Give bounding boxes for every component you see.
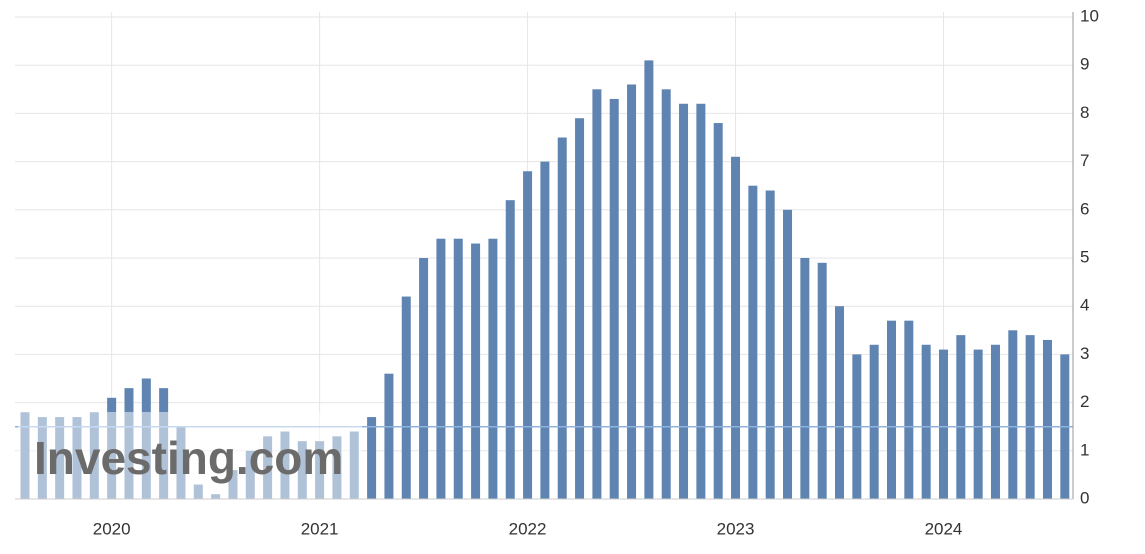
y-tick-label: 5 — [1080, 247, 1089, 266]
bar — [1008, 330, 1018, 499]
bar — [1042, 339, 1052, 499]
bar — [523, 171, 533, 500]
bar — [384, 373, 394, 499]
y-tick-label: 2 — [1080, 392, 1089, 411]
y-tick-label: 4 — [1080, 296, 1089, 315]
y-tick-label: 8 — [1080, 103, 1089, 122]
bar — [436, 238, 446, 499]
watermark-veil — [18, 412, 362, 499]
bar — [609, 98, 619, 499]
bar — [990, 344, 1000, 499]
bar — [748, 185, 758, 499]
bar — [887, 320, 896, 499]
bar — [817, 262, 827, 499]
bar — [869, 344, 879, 499]
watermark: Investing.com — [34, 432, 343, 484]
bar — [783, 209, 793, 500]
y-tick-label: 0 — [1080, 488, 1089, 507]
bar — [367, 417, 377, 499]
x-tick-label: 2022 — [509, 519, 547, 538]
x-tick-label: 2020 — [93, 519, 131, 538]
bar — [540, 161, 550, 499]
y-tick-label: 7 — [1080, 151, 1089, 170]
bar — [921, 344, 931, 499]
bar — [627, 84, 637, 499]
y-tick-label: 3 — [1080, 344, 1089, 363]
bar — [973, 349, 983, 499]
y-tick-label: 9 — [1080, 55, 1089, 74]
bar — [592, 89, 602, 500]
bar — [505, 200, 515, 499]
x-tick-label: 2024 — [925, 519, 963, 538]
bar — [956, 335, 966, 499]
bar — [419, 258, 429, 499]
bar — [557, 137, 567, 499]
bar — [453, 238, 463, 499]
y-tick-label: 6 — [1080, 199, 1089, 218]
bar — [800, 258, 810, 499]
bar — [835, 306, 845, 499]
bar — [679, 103, 689, 499]
bar — [938, 349, 948, 499]
bar — [904, 320, 914, 499]
bar — [713, 123, 723, 499]
bar — [696, 103, 706, 499]
bar — [644, 60, 654, 499]
bar — [765, 190, 775, 499]
bar — [661, 89, 671, 500]
x-tick-label: 2021 — [301, 519, 339, 538]
bar — [471, 243, 481, 499]
bar — [488, 238, 498, 499]
y-tick-label: 1 — [1080, 440, 1089, 459]
bar — [1025, 335, 1035, 499]
y-tick-label: 10 — [1080, 6, 1099, 25]
bar — [401, 296, 411, 499]
bar — [731, 156, 741, 499]
x-tick-label: 2023 — [717, 519, 755, 538]
bar — [575, 118, 585, 499]
